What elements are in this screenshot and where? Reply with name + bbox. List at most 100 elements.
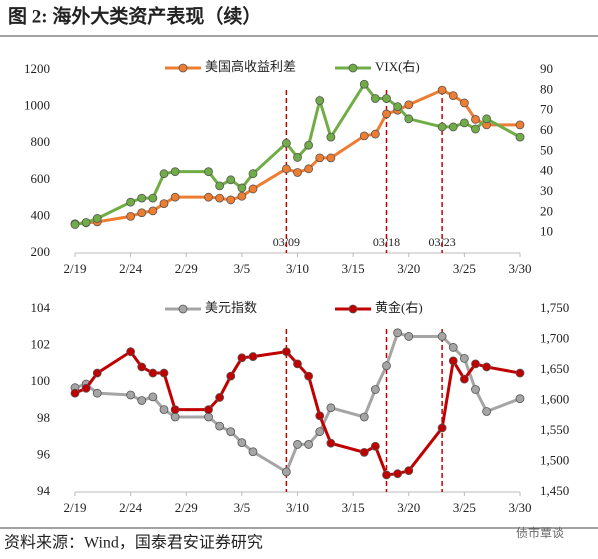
- x-tick-label: 2/24: [119, 261, 143, 276]
- point: [159, 169, 169, 179]
- point: [404, 466, 414, 476]
- point: [137, 193, 147, 203]
- y-tick-label: 94: [37, 483, 51, 498]
- point: [226, 371, 236, 381]
- y-tick-label: 100: [31, 373, 51, 388]
- point: [370, 441, 380, 451]
- point: [126, 390, 136, 400]
- point: [81, 218, 91, 227]
- point: [237, 183, 247, 193]
- point: [237, 191, 247, 201]
- x-tick-label: 3/15: [342, 500, 365, 515]
- point: [126, 211, 136, 221]
- point: [170, 405, 180, 415]
- y2-tick-label: 60: [540, 122, 553, 137]
- point: [437, 85, 447, 95]
- point: [482, 114, 492, 124]
- legend-marker: [348, 304, 358, 314]
- point: [237, 353, 247, 363]
- legend-label: 黄金(右): [375, 300, 423, 315]
- point: [437, 332, 447, 341]
- point: [70, 220, 80, 229]
- event-label: 03/09: [273, 235, 300, 249]
- point: [281, 138, 291, 148]
- y-tick-label: 96: [37, 446, 51, 461]
- x-tick-label: 3/25: [453, 500, 476, 515]
- y2-tick-label: 70: [540, 102, 553, 117]
- y2-tick-label: 1,550: [540, 422, 569, 437]
- point: [204, 405, 213, 415]
- y-tick-label: 104: [31, 300, 51, 315]
- figure-title: 图 2: 海外大类资产表现（续）: [8, 4, 261, 27]
- point: [370, 385, 380, 394]
- point: [326, 438, 336, 448]
- y-tick-label: 400: [31, 207, 51, 222]
- point: [393, 469, 403, 479]
- point: [326, 153, 336, 163]
- point: [437, 423, 447, 433]
- y2-tick-label: 80: [540, 81, 553, 96]
- point: [237, 438, 247, 447]
- point: [471, 385, 480, 394]
- point: [359, 447, 369, 457]
- point: [70, 388, 80, 398]
- point: [204, 167, 213, 177]
- x-tick-label: 3/30: [508, 261, 531, 276]
- point: [359, 412, 369, 422]
- point: [92, 388, 102, 398]
- point: [281, 467, 291, 477]
- x-tick-label: 3/20: [397, 500, 420, 515]
- y2-tick-label: 1,450: [540, 483, 569, 498]
- y-tick-label: 800: [31, 134, 51, 149]
- point: [293, 440, 302, 449]
- point: [170, 412, 180, 422]
- point: [293, 153, 302, 162]
- x-tick-label: 3/25: [453, 261, 476, 276]
- point: [482, 407, 492, 416]
- point: [215, 193, 225, 203]
- point: [459, 118, 469, 128]
- point: [281, 164, 291, 174]
- point: [471, 359, 480, 369]
- point: [315, 153, 325, 163]
- point: [382, 94, 391, 103]
- point: [471, 115, 480, 124]
- point: [315, 96, 325, 105]
- point: [315, 411, 325, 421]
- y2-tick-label: 10: [540, 224, 553, 239]
- y-tick-label: 102: [31, 337, 51, 352]
- point: [304, 440, 314, 449]
- point: [204, 412, 213, 422]
- point: [515, 120, 525, 130]
- point: [248, 447, 258, 457]
- point: [359, 131, 369, 141]
- point: [437, 122, 447, 132]
- point: [459, 354, 469, 363]
- point: [159, 368, 169, 378]
- y2-tick-label: 1,750: [540, 300, 569, 315]
- point: [226, 195, 236, 205]
- point: [448, 122, 458, 132]
- x-tick-label: 3/30: [508, 500, 531, 515]
- point: [137, 396, 147, 405]
- point: [148, 206, 158, 216]
- point: [370, 129, 380, 139]
- point: [226, 427, 236, 437]
- y-tick-label: 600: [31, 171, 51, 186]
- point: [248, 184, 258, 194]
- point: [293, 168, 302, 177]
- point: [515, 394, 525, 404]
- point: [404, 114, 414, 124]
- point: [148, 368, 158, 378]
- point: [404, 100, 414, 110]
- point: [215, 393, 225, 402]
- y2-tick-label: 1,650: [540, 361, 569, 376]
- point: [393, 102, 403, 111]
- point: [304, 164, 314, 174]
- point: [304, 371, 314, 381]
- point: [215, 181, 225, 191]
- y2-tick-label: 30: [540, 183, 553, 198]
- point: [370, 94, 380, 103]
- legend-marker: [348, 63, 358, 73]
